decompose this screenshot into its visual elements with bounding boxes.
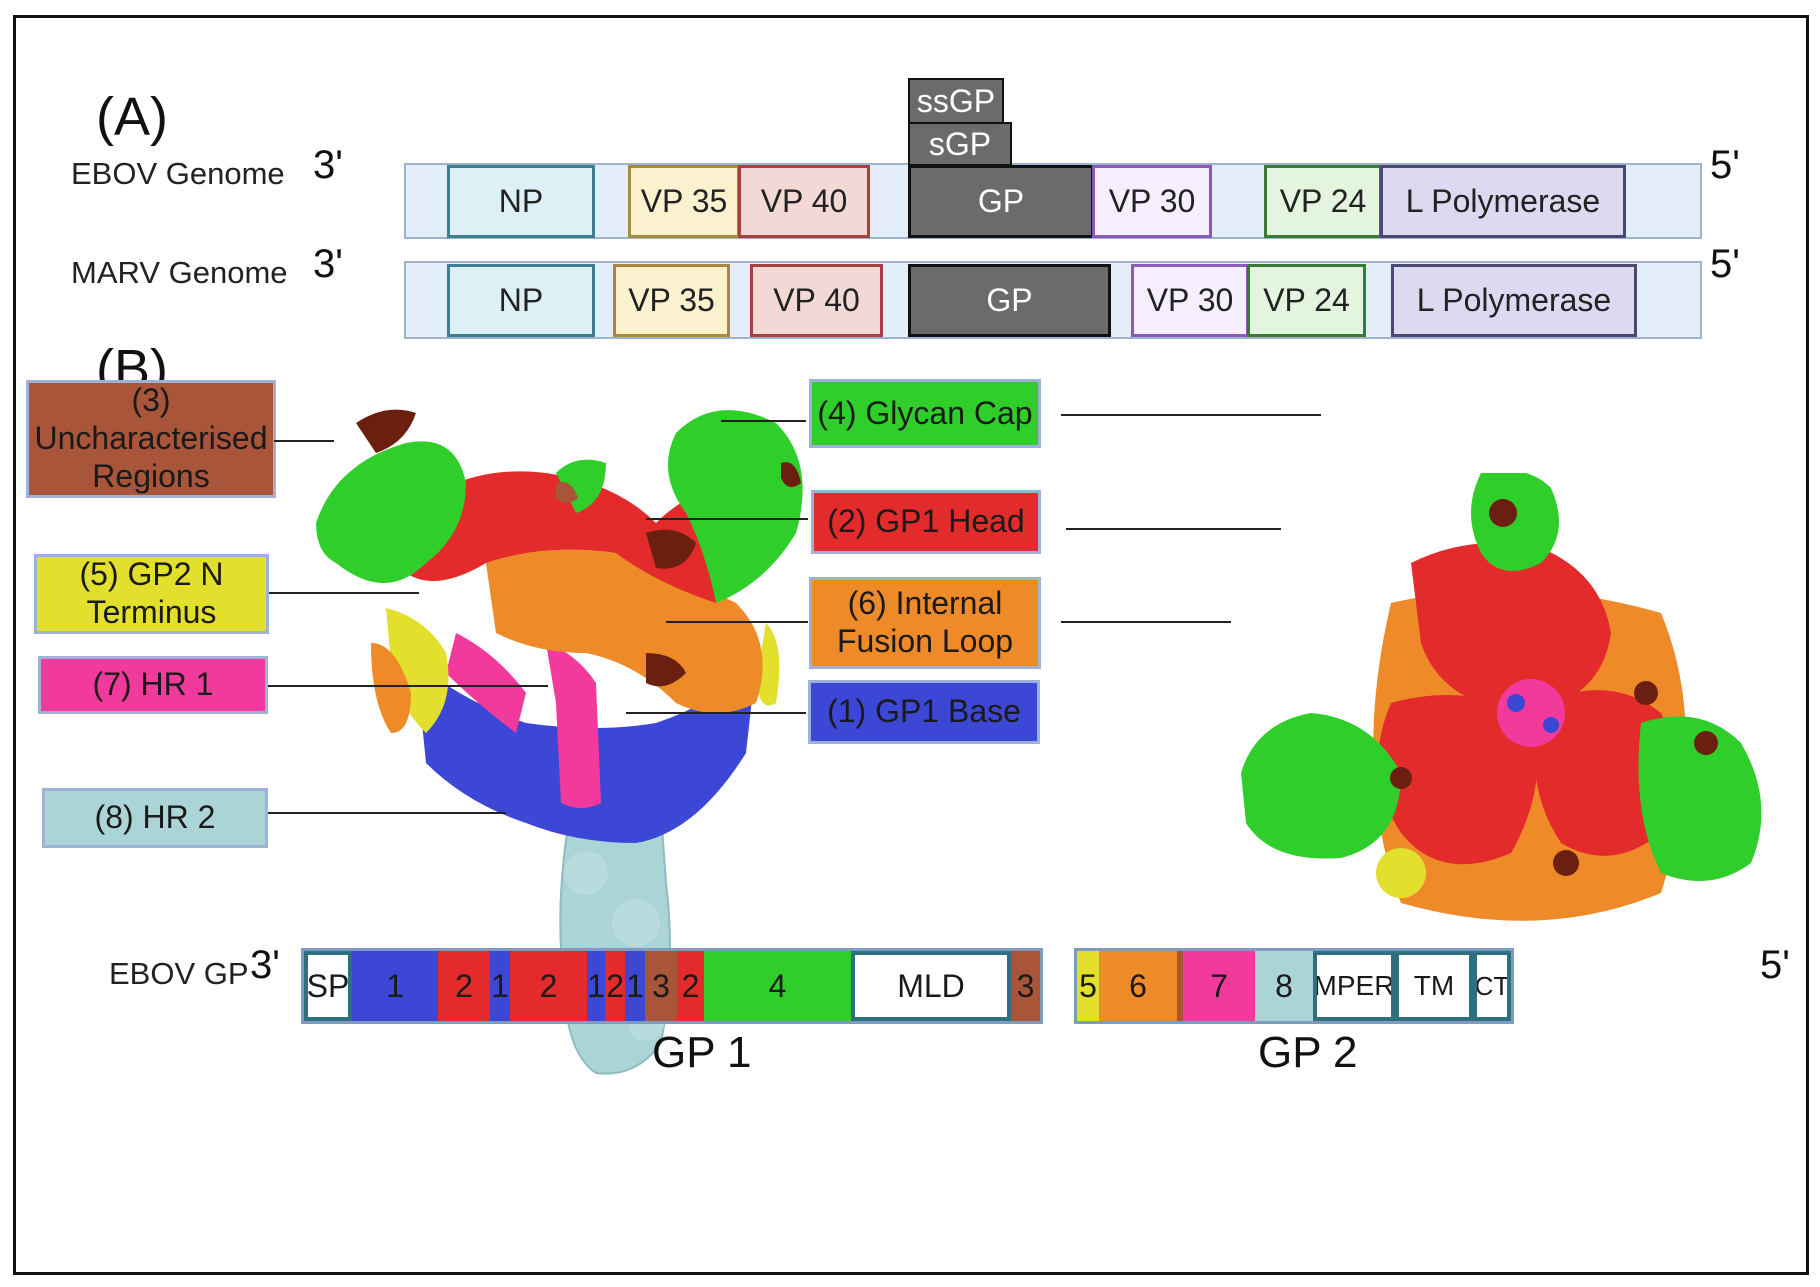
ebov-gene-vp40: VP 40 — [738, 165, 870, 238]
gp1-seg-mld: MLD — [851, 951, 1011, 1021]
legend-hr2-text: (8) HR 2 — [94, 799, 216, 836]
legend-hr1: (7) HR 1 — [38, 656, 268, 714]
legend-internal-fusion-loop-text: (6) Internal Fusion Loop — [836, 585, 1014, 659]
figure-frame: (A) EBOV Genome 3' 5' ssGP sGP NP VP 35 … — [13, 15, 1809, 1275]
ebov-genome-label: EBOV Genome — [71, 156, 285, 191]
leader-line-gp2-n-terminus — [269, 592, 419, 594]
marv-gene-vp24: VP 24 — [1247, 264, 1366, 337]
gp1-seg-base-2: 1 — [490, 951, 510, 1021]
gp2-label: GP 2 — [1258, 1028, 1358, 1077]
gp2-seg-hr1: 7 — [1183, 951, 1255, 1021]
marv-gene-gp: GP — [908, 264, 1111, 337]
gp1-seg-base-1: 1 — [352, 951, 438, 1021]
ebov-five-prime: 5' — [1710, 143, 1740, 187]
gp1-seg-base-3: 1 — [587, 951, 605, 1021]
gp1-label: GP 1 — [652, 1028, 752, 1077]
ebov-gp-five-prime: 5' — [1760, 943, 1790, 987]
marv-genome-label: MARV Genome — [71, 255, 288, 290]
gp2-seg-ct: CT — [1473, 951, 1511, 1021]
ebov-gene-l-polymerase: L Polymerase — [1380, 165, 1626, 238]
leader-line-glycan-cap — [721, 420, 806, 422]
gp1-seg-glycan-cap: 4 — [704, 951, 851, 1021]
gp2-seg-mper: MPER — [1313, 951, 1395, 1021]
legend-gp1-base: (1) GP1 Base — [808, 680, 1040, 744]
gp1-seg-head-3: 2 — [605, 951, 625, 1021]
leader-line-uncharacterised — [274, 440, 334, 442]
leader-line-gp1-head — [646, 518, 808, 520]
marv-gene-vp30: VP 30 — [1131, 264, 1249, 337]
legend-glycan-cap: (4) Glycan Cap — [809, 379, 1041, 448]
ssgp-box: ssGP — [908, 78, 1004, 124]
ebov-gene-vp35: VP 35 — [628, 165, 740, 238]
ebov-gene-np: NP — [447, 165, 595, 238]
legend-gp2-n-terminus: (5) GP2 N Terminus — [34, 554, 269, 634]
leader-line-gp1-head-top — [1066, 528, 1281, 530]
gp2-seg-n-terminus: 5 — [1077, 951, 1099, 1021]
gp1-seg-head-4: 2 — [677, 951, 704, 1021]
gp-trimer-top-view — [1241, 473, 1762, 921]
legend-hr1-text: (7) HR 1 — [92, 666, 214, 703]
ebov-gene-vp30: VP 30 — [1092, 165, 1212, 238]
marv-five-prime: 5' — [1710, 242, 1740, 286]
sgp-box: sGP — [908, 122, 1012, 166]
panel-a-label: (A) — [96, 87, 168, 147]
leader-line-fusion-loop-top — [1061, 621, 1231, 623]
legend-uncharacterised-regions: (3) Uncharacterised Regions — [26, 380, 276, 498]
ebov-three-prime: 3' — [313, 143, 343, 187]
gp2-seg-hr2: 8 — [1255, 951, 1313, 1021]
legend-gp1-base-text: (1) GP1 Base — [827, 693, 1021, 730]
ebov-gene-vp24: VP 24 — [1264, 165, 1382, 238]
leader-line-hr1 — [268, 685, 548, 687]
gp1-seg-base-4: 1 — [625, 951, 645, 1021]
marv-gene-l-polymerase: L Polymerase — [1391, 264, 1637, 337]
leader-line-gp1-base — [626, 712, 806, 714]
legend-gp1-head-text: (2) GP1 Head — [827, 503, 1025, 540]
marv-gene-vp40: VP 40 — [750, 264, 883, 337]
legend-internal-fusion-loop: (6) Internal Fusion Loop — [809, 577, 1041, 669]
legend-gp1-head: (2) GP1 Head — [811, 490, 1041, 554]
leader-line-glycan-cap-top — [1061, 414, 1321, 416]
legend-gp2-n-terminus-text: (5) GP2 N Terminus — [79, 556, 224, 630]
gp1-seg-head-2: 2 — [510, 951, 587, 1021]
marv-gene-vp35: VP 35 — [613, 264, 730, 337]
ebov-gp-label: EBOV GP — [109, 956, 249, 991]
gp2-seg-fusion-loop: 6 — [1099, 951, 1177, 1021]
ebov-gp-three-prime: 3' — [250, 943, 280, 987]
gp1-seg-head-1: 2 — [438, 951, 490, 1021]
ebov-gene-gp: GP — [908, 165, 1094, 238]
gp2-seg-tm: TM — [1395, 951, 1473, 1021]
leader-line-internal-fusion-loop — [666, 621, 808, 623]
leader-line-hr2 — [268, 812, 506, 814]
gp1-domain-bar: SP 1 2 1 2 1 2 1 3 2 4 MLD 3 — [301, 948, 1043, 1024]
gp1-seg-sp: SP — [304, 951, 352, 1021]
legend-uncharacterised-text: (3) Uncharacterised Regions — [34, 382, 268, 494]
marv-three-prime: 3' — [313, 242, 343, 286]
marv-gene-np: NP — [447, 264, 595, 337]
legend-glycan-cap-text: (4) Glycan Cap — [817, 394, 1033, 431]
gp2-domain-bar: 5 6 7 8 MPER TM CT — [1074, 948, 1514, 1024]
gp2-seg-uncharacterised — [1177, 951, 1183, 1021]
gp1-seg-uncharacterised-1: 3 — [645, 951, 677, 1021]
gp1-seg-uncharacterised-2: 3 — [1011, 951, 1040, 1021]
legend-hr2: (8) HR 2 — [42, 788, 268, 848]
